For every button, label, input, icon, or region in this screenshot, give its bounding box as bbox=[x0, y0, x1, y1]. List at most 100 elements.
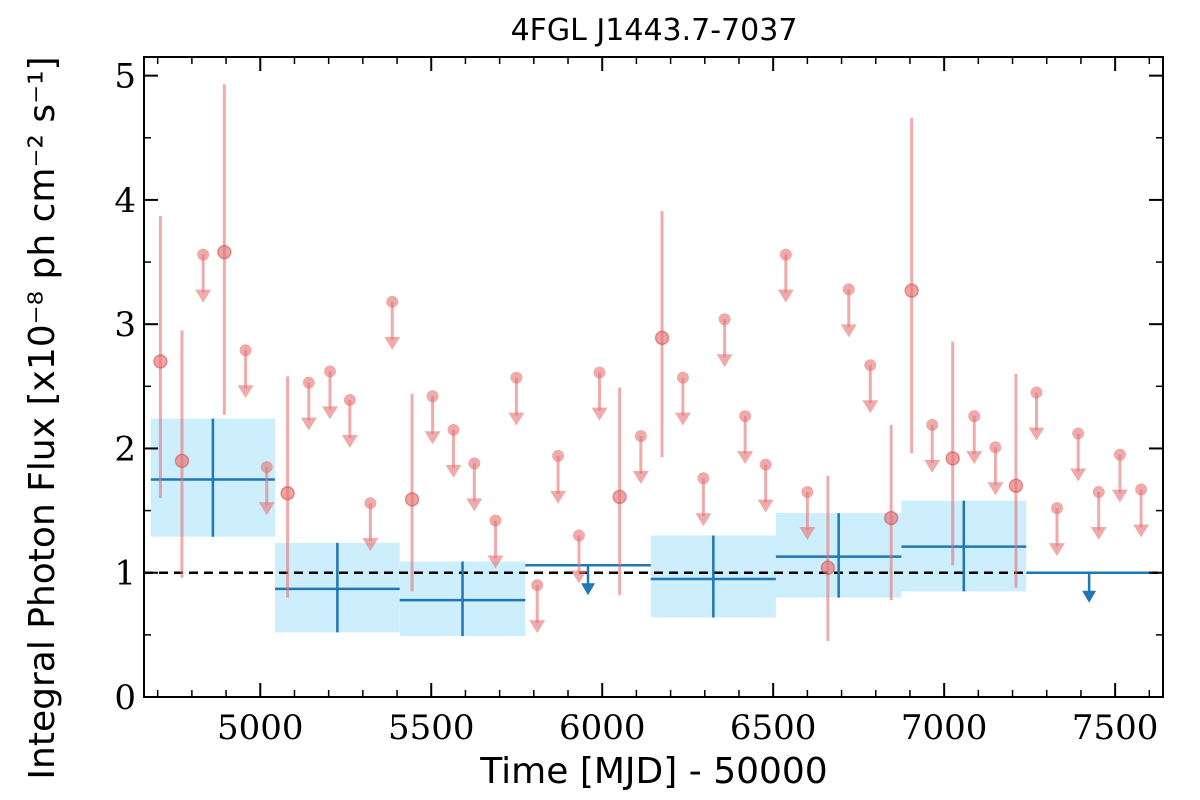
fine-upper-limit-arrow bbox=[1028, 427, 1045, 441]
x-tick-label: 7500 bbox=[1072, 708, 1159, 748]
fine-upper-limit-point bbox=[801, 485, 814, 498]
fine-upper-limit-arrow bbox=[322, 406, 339, 420]
fine-upper-limit-point bbox=[197, 248, 210, 261]
fine-data-point bbox=[174, 453, 190, 469]
fine-upper-limit-arrow bbox=[632, 471, 649, 485]
fine-upper-limit-point bbox=[260, 461, 273, 474]
x-tick-label: 5500 bbox=[388, 708, 475, 748]
coarse-bins bbox=[150, 418, 1153, 637]
x-axis-label: Time [MJD] - 50000 bbox=[479, 751, 827, 792]
fine-upper-limit-arrow bbox=[1133, 524, 1150, 538]
fine-upper-limit-arrow bbox=[862, 400, 879, 414]
fine-upper-limit-arrow bbox=[777, 289, 794, 303]
fine-upper-limit-arrow bbox=[362, 538, 379, 552]
fine-data-point bbox=[612, 489, 627, 505]
x-tick-label: 5000 bbox=[217, 708, 304, 748]
fine-upper-limit-point bbox=[1072, 427, 1085, 440]
fine-upper-limit-point bbox=[634, 430, 647, 443]
fine-upper-limit-arrow bbox=[570, 570, 587, 584]
fine-upper-limit-point bbox=[968, 410, 981, 423]
coarse-error-bands bbox=[150, 418, 1027, 637]
fine-upper-limit-arrow bbox=[258, 502, 275, 516]
plot-frame bbox=[143, 56, 1164, 698]
fine-upper-limit-arrow bbox=[487, 555, 504, 569]
fine-upper-limit-point bbox=[239, 344, 252, 357]
fine-upper-limit-point bbox=[1092, 485, 1105, 498]
y-tick-label: 1 bbox=[114, 554, 136, 594]
fine-upper-limit-arrow bbox=[716, 354, 733, 368]
fine-data-point bbox=[945, 451, 960, 466]
chart-title: 4FGL J1443.7-7037 bbox=[511, 13, 798, 48]
fine-upper-limit-arrow bbox=[466, 498, 483, 512]
fine-upper-limit-point bbox=[759, 458, 772, 471]
fine-upper-limit-arrow bbox=[1090, 526, 1107, 540]
y-tick-label: 4 bbox=[114, 181, 136, 221]
fine-upper-limit-point bbox=[676, 371, 689, 384]
fine-upper-limit-arrow bbox=[674, 412, 691, 426]
fine-upper-limit-arrow bbox=[757, 499, 774, 513]
fine-upper-limit-arrow bbox=[424, 431, 441, 445]
fine-upper-limit-point bbox=[842, 283, 855, 296]
fine-upper-limit-arrow bbox=[550, 490, 567, 504]
fine-upper-limit-arrow bbox=[341, 434, 358, 448]
fine-upper-limit-arrow bbox=[966, 451, 983, 465]
fine-upper-limit-arrow bbox=[1070, 468, 1087, 482]
x-tick-label: 7000 bbox=[901, 708, 988, 748]
fine-upper-limit-point bbox=[343, 393, 356, 406]
coarse-upper-limit-arrow bbox=[1082, 590, 1097, 603]
axis-ticks: 5000 5500 6000 6500 7000 7500 0 1 2 3 4 5 bbox=[114, 57, 1163, 748]
fine-bins bbox=[153, 84, 1150, 642]
fine-data-point bbox=[280, 485, 295, 501]
fine-data-point bbox=[904, 283, 919, 298]
fine-upper-limit-arrow bbox=[591, 407, 608, 421]
fine-upper-limit-arrow bbox=[695, 513, 712, 527]
fine-data-point bbox=[404, 492, 420, 507]
fine-upper-limit-point bbox=[447, 423, 460, 436]
fine-upper-limit-arrow bbox=[924, 459, 941, 473]
fine-upper-limit-point bbox=[324, 365, 337, 378]
fine-upper-limit-arrow bbox=[1048, 543, 1065, 557]
fine-upper-limit-arrow bbox=[300, 417, 317, 431]
fine-upper-limit-point bbox=[718, 313, 731, 326]
fine-upper-limit-point bbox=[1113, 448, 1126, 461]
fine-upper-limit-point bbox=[364, 497, 377, 510]
fine-data-point bbox=[654, 330, 670, 346]
fine-upper-limit-point bbox=[489, 514, 502, 527]
fine-upper-limit-point bbox=[386, 295, 399, 308]
fine-data-point bbox=[217, 244, 232, 260]
fine-upper-limit-arrow bbox=[1111, 489, 1128, 503]
fine-upper-limit-arrow bbox=[840, 324, 857, 338]
fine-upper-limit-arrow bbox=[508, 412, 525, 426]
fine-data-point bbox=[820, 560, 836, 576]
fine-upper-limit-point bbox=[779, 248, 792, 261]
fine-data-point bbox=[1008, 478, 1024, 493]
x-tick-label: 6000 bbox=[559, 708, 646, 748]
fine-upper-limit-point bbox=[1050, 502, 1063, 515]
fine-upper-limit-point bbox=[593, 366, 606, 379]
y-tick-label: 3 bbox=[114, 305, 136, 345]
fine-upper-limit-arrow bbox=[445, 464, 462, 478]
fine-upper-limit-point bbox=[510, 371, 523, 384]
plot-border bbox=[143, 56, 1164, 698]
fine-upper-limit-point bbox=[468, 457, 481, 470]
fine-upper-limit-point bbox=[531, 579, 544, 592]
y-tick-label: 0 bbox=[114, 678, 136, 718]
fine-upper-limit-arrow bbox=[237, 385, 254, 399]
fine-upper-limit-point bbox=[864, 359, 877, 372]
fine-upper-limit-point bbox=[739, 410, 752, 423]
fine-upper-limit-point bbox=[302, 376, 315, 389]
fine-upper-limit-point bbox=[697, 472, 710, 485]
fine-upper-limit-arrow bbox=[737, 451, 754, 465]
fine-upper-limit-arrow bbox=[799, 526, 816, 540]
fine-upper-limit-point bbox=[1030, 386, 1043, 399]
y-axis-label: Integral Photon Flux [x10⁻⁸ ph cm⁻² s⁻¹] bbox=[22, 56, 63, 779]
y-tick-label: 2 bbox=[114, 429, 136, 469]
fine-upper-limit-point bbox=[989, 441, 1002, 454]
fine-upper-limit-arrow bbox=[195, 289, 212, 303]
fine-upper-limit-point bbox=[926, 418, 939, 431]
fine-upper-limit-arrow bbox=[384, 336, 401, 350]
fine-upper-limit-arrow bbox=[987, 482, 1004, 496]
fine-upper-limit-point bbox=[426, 390, 439, 403]
fine-upper-limit-arrow bbox=[529, 620, 546, 634]
